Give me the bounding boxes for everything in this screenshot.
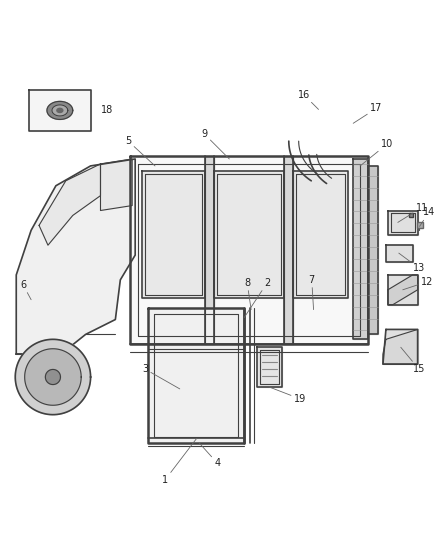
Text: 9: 9: [201, 129, 230, 159]
Text: 7: 7: [309, 275, 315, 310]
Polygon shape: [16, 159, 135, 354]
Polygon shape: [257, 348, 282, 387]
Polygon shape: [39, 164, 100, 245]
Text: 12: 12: [403, 277, 433, 290]
Polygon shape: [383, 329, 417, 364]
Polygon shape: [142, 171, 205, 298]
Text: 14: 14: [420, 207, 435, 227]
Polygon shape: [52, 105, 68, 116]
Text: 10: 10: [360, 139, 393, 166]
Polygon shape: [353, 159, 368, 340]
Polygon shape: [388, 211, 417, 235]
Polygon shape: [29, 90, 91, 131]
Polygon shape: [100, 159, 132, 211]
Polygon shape: [148, 308, 244, 443]
Polygon shape: [293, 171, 348, 298]
Polygon shape: [386, 245, 413, 262]
Text: 15: 15: [401, 348, 425, 374]
Text: 5: 5: [125, 136, 155, 166]
Polygon shape: [284, 156, 293, 344]
Text: 1: 1: [162, 439, 197, 485]
Text: 6: 6: [20, 280, 31, 300]
Text: 18: 18: [100, 106, 113, 116]
Text: 2: 2: [244, 278, 270, 318]
Text: 13: 13: [399, 253, 425, 273]
Text: 19: 19: [269, 387, 306, 404]
Polygon shape: [215, 171, 284, 298]
Polygon shape: [46, 369, 60, 384]
Text: 3: 3: [142, 364, 180, 389]
Text: 11: 11: [398, 203, 428, 222]
Polygon shape: [25, 349, 81, 405]
Text: 8: 8: [244, 278, 251, 310]
Polygon shape: [388, 275, 417, 305]
Polygon shape: [388, 275, 417, 305]
Polygon shape: [15, 340, 91, 415]
Polygon shape: [205, 156, 215, 344]
Polygon shape: [368, 166, 378, 334]
Polygon shape: [130, 156, 368, 344]
Text: 4: 4: [200, 443, 220, 468]
Text: 16: 16: [297, 90, 318, 109]
Polygon shape: [57, 108, 63, 112]
Polygon shape: [47, 101, 73, 119]
Polygon shape: [383, 329, 417, 364]
Text: 17: 17: [353, 103, 382, 123]
